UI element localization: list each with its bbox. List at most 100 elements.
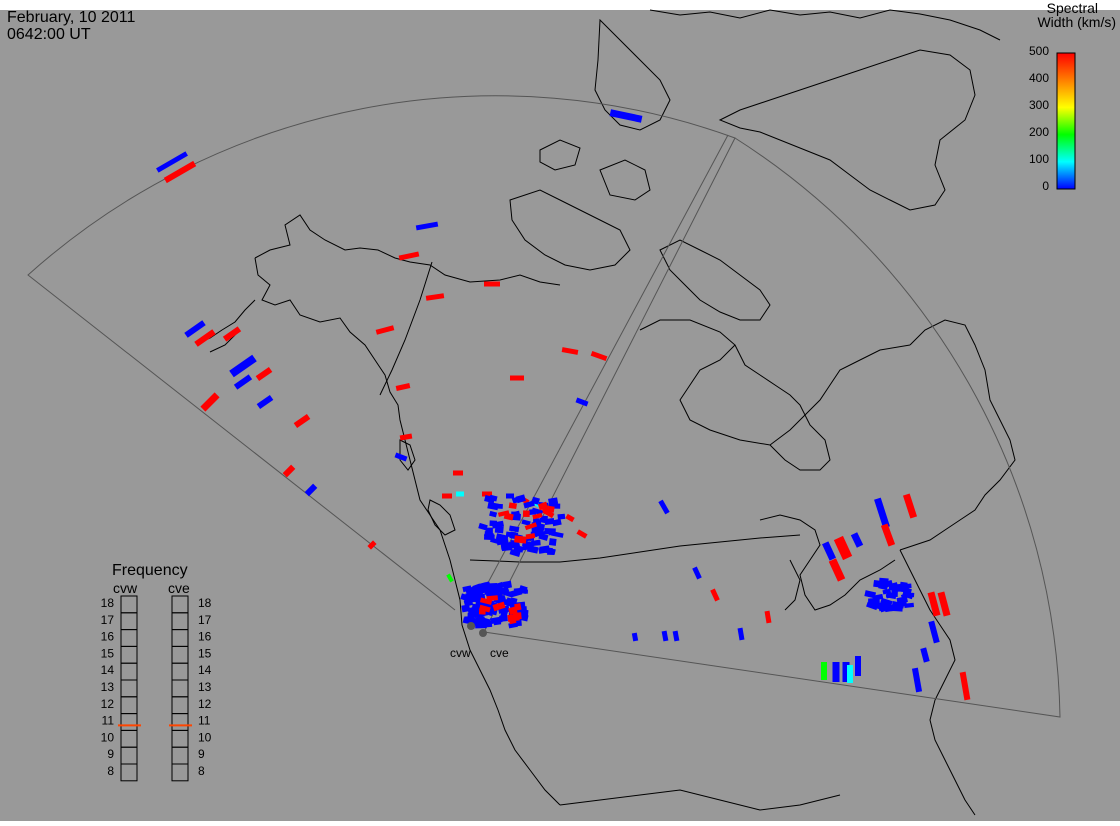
radar-site-cve (479, 629, 487, 637)
echo-cell (463, 588, 471, 590)
frequency-level-label: 10 (198, 730, 212, 744)
echo-cell (400, 436, 412, 438)
frequency-level-label: 13 (198, 680, 212, 694)
echo-cell (879, 581, 888, 582)
echo-cell (509, 620, 516, 622)
frequency-level-label: 14 (101, 663, 115, 677)
echo-cell (487, 598, 498, 599)
frequency-level-label: 13 (101, 680, 115, 694)
echo-cell (526, 536, 535, 537)
echo-cell (462, 608, 470, 609)
colorbar-tick-label: 0 (1042, 179, 1049, 193)
echo-cell (903, 594, 914, 595)
echo-cell (471, 591, 482, 593)
echo-cell (522, 522, 530, 524)
echo-cell (495, 529, 503, 530)
echo-cell (904, 605, 913, 606)
echo-cell (509, 528, 519, 530)
radar-label-cve: cve (490, 646, 509, 660)
echo-cell (485, 533, 493, 536)
frequency-level-label: 9 (107, 747, 114, 761)
echo-cell (511, 543, 519, 544)
echo-cell (539, 536, 548, 538)
echo-cell (865, 593, 875, 595)
echo-cell (867, 604, 877, 608)
frequency-level-label: 8 (198, 764, 205, 778)
echo-cell (464, 602, 472, 604)
echo-cell (558, 516, 565, 517)
echo-cell (675, 631, 677, 641)
echo-cell (539, 549, 549, 551)
echo-cell (664, 631, 666, 641)
echo-cell (467, 620, 476, 622)
echo-cell (504, 516, 513, 518)
echo-cell (545, 521, 554, 522)
echo-cell (881, 608, 889, 611)
echo-cell (497, 540, 508, 542)
frequency-level-label: 12 (101, 697, 115, 711)
echo-cell (549, 542, 556, 543)
frequency-level-label: 8 (107, 764, 114, 778)
echo-cell (513, 616, 522, 617)
echo-cell (883, 591, 891, 593)
frequency-level-label: 15 (101, 646, 115, 660)
echo-cell (499, 618, 507, 619)
echo-cell (533, 515, 542, 517)
time-label: 0642:00 UT (7, 27, 91, 43)
top-white-strip (0, 0, 1120, 10)
echo-cell (513, 499, 520, 501)
echo-cell (897, 599, 907, 601)
echo-cell (899, 588, 909, 590)
colorbar-gradient (1057, 53, 1075, 189)
map-background (0, 10, 1120, 821)
colorbar-tick-label: 300 (1029, 98, 1049, 112)
radar-label-cvw: cvw (450, 646, 471, 660)
colorbar-tick-label: 400 (1029, 71, 1049, 85)
echo-cell (502, 547, 512, 548)
echo-cell (515, 606, 521, 607)
echo-cell (496, 585, 504, 586)
echo-cell (634, 633, 635, 641)
echo-cell (499, 589, 509, 592)
echo-cell (524, 503, 534, 506)
echo-cell (567, 516, 574, 520)
echo-cell (892, 604, 904, 606)
frequency-col-cvw: cvw (113, 580, 138, 596)
echo-cell (481, 600, 492, 603)
echo-cell (535, 531, 542, 533)
echo-cell (490, 513, 497, 515)
echo-cell (507, 600, 516, 602)
echo-cell (549, 501, 558, 503)
echo-cell (485, 498, 495, 500)
frequency-level-label: 18 (198, 596, 212, 610)
echo-cell (510, 552, 520, 555)
frequency-level-label: 11 (198, 714, 211, 728)
echo-cell (480, 584, 486, 586)
frequency-level-label: 10 (101, 730, 115, 744)
colorbar-tick-label: 100 (1029, 152, 1049, 166)
echo-cell (740, 628, 742, 640)
echo-cell (480, 619, 490, 622)
echo-cell (923, 648, 927, 662)
echo-cell (509, 505, 516, 506)
frequency-level-label: 12 (198, 697, 212, 711)
frequency-level-label: 15 (198, 646, 212, 660)
echo-cell (466, 595, 472, 596)
echo-cell (529, 512, 536, 513)
echo-cell (498, 512, 509, 515)
frequency-title: Frequency (112, 562, 188, 579)
echo-cell (473, 586, 480, 589)
echo-cell (915, 668, 919, 692)
echo-cell (562, 350, 578, 353)
frequency-level-label: 17 (198, 613, 212, 627)
frequency-level-label: 17 (101, 613, 115, 627)
frequency-col-cve: cve (168, 580, 190, 596)
echo-cell (514, 548, 523, 550)
colorbar-tick-label: 200 (1029, 125, 1049, 139)
colorbar-title-2: Width (km/s) (1037, 14, 1116, 30)
frequency-level-label: 16 (101, 630, 115, 644)
frequency-level-label: 9 (198, 747, 205, 761)
echo-cell (504, 584, 512, 585)
frequency-level-label: 18 (101, 596, 115, 610)
